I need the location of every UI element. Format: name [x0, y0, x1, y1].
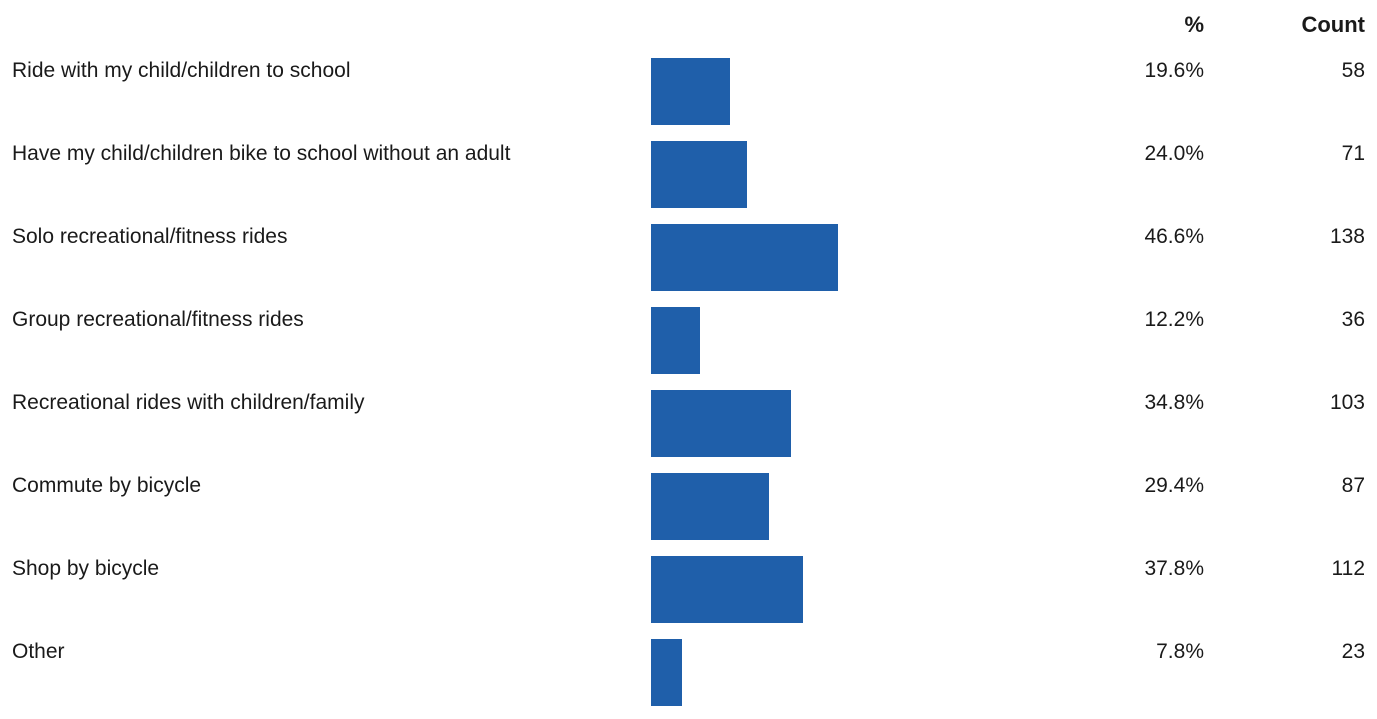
- count-value: 36: [1341, 308, 1365, 331]
- count-value: 138: [1329, 225, 1365, 248]
- count-value: 112: [1331, 557, 1365, 580]
- bar: [651, 141, 747, 208]
- chart-row: Shop by bicycle 37.8% 112: [0, 553, 1377, 636]
- bar: [651, 58, 730, 125]
- bar: [651, 390, 791, 457]
- bar: [651, 556, 803, 623]
- percent-column-header: %: [1184, 12, 1204, 37]
- percent-value: 19.6%: [1144, 59, 1204, 82]
- count-column-header: Count: [1301, 12, 1365, 37]
- bar: [651, 307, 700, 374]
- category-label: Group recreational/fitness rides: [12, 308, 304, 331]
- percent-value: 7.8%: [1156, 640, 1204, 663]
- category-label: Commute by bicycle: [12, 474, 202, 497]
- category-label: Ride with my child/children to school: [12, 59, 351, 82]
- chart-row: Group recreational/fitness rides 12.2% 36: [0, 304, 1377, 387]
- category-label: Recreational rides with children/family: [12, 391, 365, 414]
- category-label: Other: [12, 640, 65, 663]
- bar-chart: Ride with my child/children to school 19.…: [0, 55, 1377, 706]
- table-header: % Count: [0, 12, 1377, 42]
- chart-row: Other 7.8% 23: [0, 636, 1377, 719]
- bar: [651, 639, 682, 706]
- percent-value: 34.8%: [1144, 391, 1204, 414]
- chart-row: Have my child/children bike to school wi…: [0, 138, 1377, 221]
- chart-row: Ride with my child/children to school 19.…: [0, 55, 1377, 138]
- category-label: Have my child/children bike to school wi…: [12, 142, 511, 165]
- bar: [651, 473, 769, 540]
- bar: [651, 224, 838, 291]
- count-value: 87: [1341, 474, 1365, 497]
- percent-value: 46.6%: [1144, 225, 1204, 248]
- count-value: 71: [1341, 142, 1365, 165]
- percent-value: 37.8%: [1144, 557, 1204, 580]
- chart-row: Recreational rides with children/family 3…: [0, 387, 1377, 470]
- percent-value: 29.4%: [1144, 474, 1204, 497]
- percent-value: 24.0%: [1144, 142, 1204, 165]
- chart-row: Solo recreational/fitness rides 46.6% 138: [0, 221, 1377, 304]
- category-label: Solo recreational/fitness rides: [12, 225, 288, 248]
- category-label: Shop by bicycle: [12, 557, 160, 580]
- count-value: 58: [1341, 59, 1365, 82]
- chart-row: Commute by bicycle 29.4% 87: [0, 470, 1377, 553]
- percent-value: 12.2%: [1144, 308, 1204, 331]
- count-value: 103: [1329, 391, 1365, 414]
- count-value: 23: [1341, 640, 1365, 663]
